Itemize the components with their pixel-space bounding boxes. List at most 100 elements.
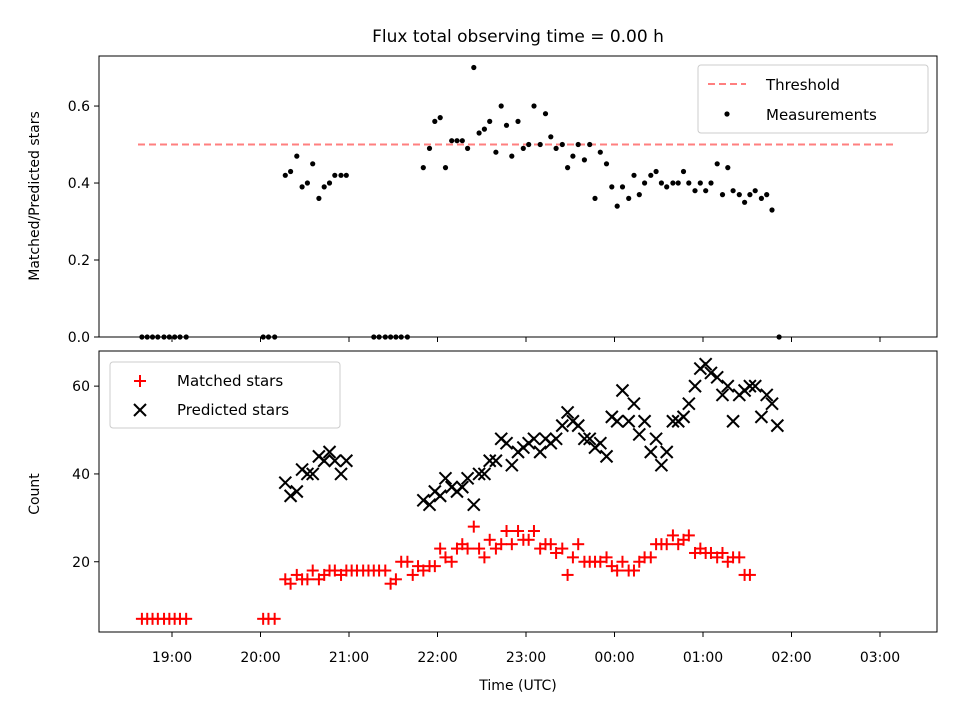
measurement-point: [686, 180, 692, 186]
matched-star-point: [500, 525, 513, 538]
predicted-star-point: [322, 445, 337, 459]
predicted-star-point: [593, 436, 608, 450]
measurement-point: [764, 192, 770, 198]
bottom-y-tick-label: 60: [72, 379, 90, 395]
predicted-star-point: [682, 396, 696, 411]
matched-star-point: [600, 551, 613, 564]
predicted-star-point: [472, 467, 486, 481]
measurement-point: [680, 168, 687, 175]
predicted-star-point: [676, 410, 691, 424]
matched-star-point: [611, 564, 624, 577]
matched-star-point: [512, 525, 525, 538]
matched-legend-label: Matched stars: [177, 372, 283, 390]
measurement-point: [476, 130, 482, 136]
matched-star-point: [478, 551, 491, 564]
predicted-star-point: [422, 497, 437, 512]
measurement-point: [614, 203, 620, 209]
bottom-y-axis-label: Count: [27, 473, 43, 515]
measurement-point: [442, 165, 449, 171]
x-tick-label: 20:00: [240, 650, 280, 666]
measurement-point: [493, 149, 499, 155]
measurement-point: [343, 172, 349, 178]
matched-star-point: [268, 612, 281, 625]
measurement-point: [597, 149, 603, 155]
measurement-point: [503, 122, 510, 128]
measurement-point: [725, 165, 731, 171]
measurement-point: [487, 118, 493, 124]
measurement-point: [316, 195, 322, 201]
measurement-point: [581, 157, 588, 163]
predicted-star-point: [610, 414, 624, 428]
matched-star-point: [401, 555, 414, 568]
top-plot-panel: 0.0 0.2 0.4 0.6: [68, 64, 896, 346]
matched-star-point: [566, 551, 579, 564]
predicted-star-point: [460, 471, 475, 486]
predicted-legend-label: Predicted stars: [177, 401, 289, 419]
measurement-point: [653, 168, 659, 175]
predicted-star-point: [438, 471, 453, 486]
matched-star-point: [704, 546, 717, 559]
measurement-point: [509, 153, 515, 159]
predicted-star-point: [627, 396, 641, 411]
measurement-point: [520, 145, 526, 151]
measurement-point: [697, 180, 703, 186]
bottom-plot-frame: [98, 350, 938, 633]
measurement-point: [631, 172, 637, 178]
predicted-star-point: [527, 432, 541, 446]
chart-title: Flux total observing time = 0.00 h: [372, 27, 664, 47]
measurement-point: [742, 199, 748, 205]
matched-star-point: [682, 529, 695, 542]
bottom-legend-box: [109, 361, 341, 429]
predicted-star-point: [549, 432, 563, 446]
matched-star-point: [505, 538, 518, 551]
matched-star-point: [406, 568, 419, 581]
top-y-axis-label: Matched/Predicted stars: [27, 111, 43, 281]
x-tick-label: 19:00: [152, 650, 192, 666]
bottom-y-tick-label: 20: [72, 555, 90, 571]
top-legend: Threshold Measurements: [697, 64, 929, 134]
measurement-point: [769, 207, 775, 213]
x-tick-label: 21:00: [329, 650, 369, 666]
measurement-point: [481, 126, 487, 132]
measurement-point: [708, 180, 714, 186]
measurement-point: [526, 141, 532, 148]
measurement-point: [531, 103, 537, 109]
measurement-point: [626, 195, 632, 201]
measurement-point: [565, 165, 571, 171]
measurements-legend-marker: [724, 111, 730, 117]
matched-star-point: [550, 546, 563, 559]
top-y-tick-label: 0.6: [68, 99, 90, 115]
predicted-star-point: [666, 414, 680, 428]
matched-star-point: [627, 564, 640, 577]
predicted-star-point: [328, 454, 342, 468]
predicted-star-point: [483, 454, 497, 468]
matched-star-point: [306, 564, 319, 577]
measurement-point: [670, 180, 676, 186]
bottom-y-tick-label: 40: [72, 467, 90, 483]
predicted-star-point: [710, 370, 724, 385]
x-tick-label: 02:00: [771, 650, 811, 666]
measurement-point: [587, 141, 593, 148]
measurement-point: [459, 138, 465, 144]
predicted-legend-marker: [133, 403, 147, 417]
predicted-star-point: [649, 432, 663, 446]
matched-star-point: [716, 546, 729, 559]
matched-star-point: [445, 555, 458, 568]
measurement-point: [465, 145, 471, 151]
predicted-star-point: [743, 379, 757, 393]
measurement-point: [730, 188, 736, 194]
threshold-legend-label: Threshold: [765, 76, 840, 94]
matched-star-point: [467, 520, 480, 533]
predicted-star-point: [770, 418, 785, 433]
measurement-point: [332, 172, 338, 178]
predicted-star-point: [698, 357, 713, 371]
predicted-star-point: [477, 467, 492, 481]
matched-star-point: [527, 525, 540, 538]
matched-star-point: [556, 542, 569, 555]
predicted-star-point: [632, 427, 646, 442]
predicted-star-point: [704, 366, 718, 380]
predicted-star-point: [416, 493, 431, 507]
matched-star-point: [434, 542, 447, 555]
measurement-point: [426, 145, 433, 151]
